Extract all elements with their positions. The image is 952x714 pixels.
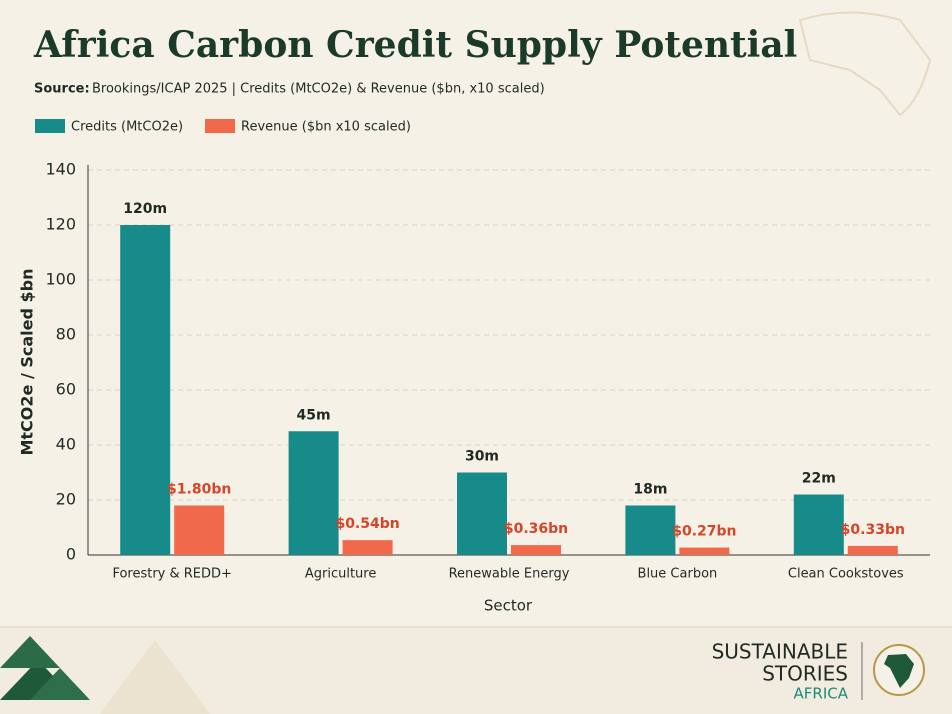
bar — [342, 540, 393, 555]
legend-label: Revenue ($bn x10 scaled) — [241, 120, 411, 135]
legend-swatch — [35, 119, 65, 133]
x-tick-label: Clean Cookstoves — [788, 567, 904, 582]
triangle-decoration — [0, 636, 60, 668]
y-tick-label: 0 — [66, 545, 76, 564]
brand-line: AFRICA — [794, 685, 849, 703]
value-label: 120m — [123, 201, 167, 217]
value-label: 18m — [633, 482, 667, 498]
bar — [174, 505, 225, 555]
y-tick-label: 120 — [45, 215, 76, 234]
x-axis-label: Sector — [484, 597, 533, 615]
x-tick-label: Agriculture — [305, 567, 377, 582]
value-label: 30m — [465, 449, 499, 465]
value-label: $0.54bn — [335, 516, 399, 532]
value-label: 22m — [802, 471, 836, 487]
legend-swatch — [205, 119, 235, 133]
y-tick-label: 60 — [56, 380, 76, 399]
subtitle: Brookings/ICAP 2025 | Credits (MtCO2e) &… — [92, 82, 545, 97]
x-tick-label: Forestry & REDD+ — [112, 567, 232, 582]
value-label: $0.27bn — [672, 524, 736, 540]
bar — [511, 545, 561, 555]
source-label: Source: — [34, 82, 90, 97]
value-label: 45m — [297, 407, 331, 423]
value-label: $0.36bn — [504, 521, 568, 537]
bar — [847, 545, 898, 555]
bar — [120, 225, 171, 555]
bar — [625, 505, 676, 555]
legend-label: Credits (MtCO2e) — [71, 120, 183, 135]
triangle-decoration — [100, 640, 210, 714]
map-decoration — [798, 11, 932, 117]
y-tick-label: 40 — [56, 435, 76, 454]
value-label: $0.33bn — [841, 522, 905, 538]
chart-title: Africa Carbon Credit Supply Potential — [33, 24, 797, 66]
bar — [679, 547, 730, 555]
bar — [457, 472, 507, 555]
bar — [288, 431, 339, 555]
y-tick-label: 20 — [56, 490, 76, 509]
value-label: $1.80bn — [167, 482, 231, 498]
y-axis-label: MtCO2e / Scaled $bn — [18, 268, 37, 455]
brand-line: SUSTAINABLE — [712, 640, 848, 664]
brand-line: STORIES — [762, 662, 848, 686]
y-tick-label: 140 — [45, 160, 76, 179]
bar — [793, 494, 844, 555]
y-tick-label: 80 — [56, 325, 76, 344]
y-tick-label: 100 — [45, 270, 76, 289]
triangle-decoration — [30, 668, 90, 700]
brand-logo — [884, 654, 914, 688]
x-tick-label: Renewable Energy — [449, 567, 570, 582]
x-tick-label: Blue Carbon — [638, 567, 718, 582]
